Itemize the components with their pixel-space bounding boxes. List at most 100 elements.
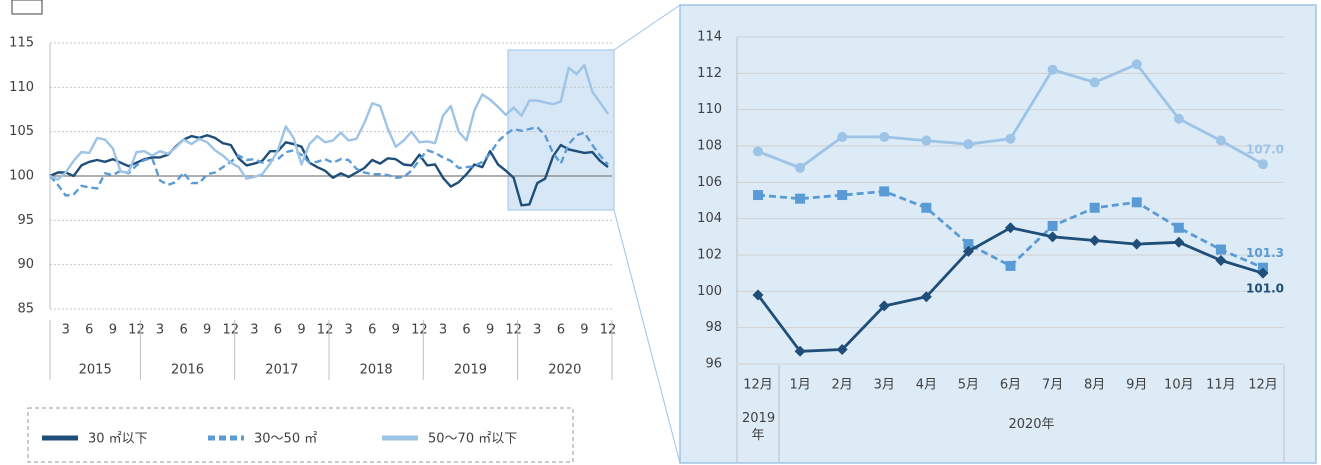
x-tick-label: 9 bbox=[109, 323, 117, 338]
x-tick-label: 6 bbox=[557, 323, 565, 338]
x-tick-label: 6 bbox=[179, 323, 187, 338]
x-tick-label: 12 bbox=[128, 323, 145, 338]
x-tick-label: 6 bbox=[85, 323, 93, 338]
marker bbox=[1089, 202, 1100, 213]
x-tick-label: 6 bbox=[368, 323, 376, 338]
marker bbox=[921, 135, 932, 146]
y-tick-label: 112 bbox=[697, 66, 722, 81]
group-label: 2016 bbox=[171, 363, 204, 378]
series-line bbox=[49, 126, 609, 197]
y-tick-label: 114 bbox=[697, 30, 722, 45]
y-tick-label: 96 bbox=[705, 357, 722, 372]
marker bbox=[753, 190, 763, 201]
x-tick-label: 12 bbox=[505, 323, 522, 338]
x-tick-label: 3 bbox=[345, 323, 353, 338]
group-label: 2020 bbox=[548, 363, 581, 378]
y-tick-label: 110 bbox=[697, 102, 722, 117]
marker bbox=[1173, 222, 1184, 233]
x-tick-label: 3 bbox=[533, 323, 541, 338]
y-tick-label: 115 bbox=[9, 36, 34, 51]
marker bbox=[837, 190, 848, 201]
x-tick-label: 1月 bbox=[789, 378, 810, 393]
marker bbox=[1173, 113, 1184, 124]
x-tick-label: 10月 bbox=[1164, 378, 1194, 393]
x-tick-label: 7月 bbox=[1042, 378, 1063, 393]
x-tick-label: 8月 bbox=[1084, 378, 1105, 393]
x-tick-label: 9 bbox=[486, 323, 494, 338]
x-tick-label: 6月 bbox=[1000, 378, 1021, 393]
y-tick-label: 95 bbox=[17, 213, 34, 228]
marker bbox=[1005, 222, 1016, 234]
marker bbox=[1047, 220, 1058, 231]
x-tick-label: 3 bbox=[439, 323, 447, 338]
marker bbox=[1089, 77, 1100, 88]
x-tick-label: 12 bbox=[317, 323, 334, 338]
x-tick-label: 12 bbox=[411, 323, 428, 338]
x-tick-label: 9 bbox=[580, 323, 588, 338]
marker bbox=[752, 289, 764, 301]
y-tick-label: 108 bbox=[697, 139, 722, 154]
marker bbox=[1005, 260, 1016, 271]
x-tick-label: 12 bbox=[600, 323, 617, 338]
y-tick-label: 85 bbox=[17, 302, 34, 317]
marker bbox=[836, 343, 848, 355]
marker bbox=[878, 300, 890, 312]
y-tick-label: 110 bbox=[9, 80, 34, 95]
marker bbox=[879, 131, 890, 142]
series-line bbox=[49, 64, 609, 181]
y-tick-label: 90 bbox=[17, 257, 34, 272]
marker bbox=[1131, 238, 1143, 250]
group-label: 2018 bbox=[360, 363, 393, 378]
zoom-connector bbox=[613, 4, 681, 51]
group-label: 2019年 bbox=[742, 411, 776, 443]
group-label: 2019 bbox=[454, 363, 487, 378]
marker bbox=[1173, 236, 1185, 248]
y-tick-label: 98 bbox=[705, 320, 722, 335]
zoom-connector bbox=[613, 209, 681, 464]
legend-label: 30 ㎡以下 bbox=[88, 432, 148, 447]
y-tick-label: 100 bbox=[697, 284, 722, 299]
data-label: 107.0 bbox=[1246, 143, 1284, 157]
x-tick-label: 12 bbox=[222, 323, 239, 338]
x-tick-label: 6 bbox=[462, 323, 470, 338]
marker bbox=[1215, 135, 1226, 146]
x-tick-label: 3 bbox=[250, 323, 258, 338]
y-tick-label: 106 bbox=[697, 175, 722, 190]
legend-box bbox=[27, 407, 574, 463]
x-tick-label: 3 bbox=[62, 323, 70, 338]
x-tick-label: 9 bbox=[392, 323, 400, 338]
marker bbox=[837, 131, 848, 142]
marker bbox=[920, 291, 932, 303]
x-tick-label: 3月 bbox=[874, 378, 895, 393]
data-label: 101.0 bbox=[1246, 282, 1284, 296]
marker bbox=[794, 345, 806, 357]
marker bbox=[795, 193, 806, 204]
y-tick-label: 100 bbox=[9, 169, 34, 184]
x-tick-label: 12月 bbox=[1248, 378, 1278, 393]
marker bbox=[963, 139, 974, 150]
marker bbox=[879, 186, 890, 197]
x-tick-label: 5月 bbox=[958, 378, 979, 393]
marker bbox=[1089, 234, 1101, 246]
marker bbox=[1215, 254, 1227, 266]
marker bbox=[1005, 133, 1016, 144]
marker bbox=[795, 162, 806, 173]
marker bbox=[1215, 244, 1226, 255]
legend-label: 30～50 ㎡ bbox=[254, 432, 317, 447]
marker bbox=[1257, 267, 1269, 279]
label-box bbox=[11, 0, 43, 15]
x-tick-label: 9 bbox=[297, 323, 305, 338]
data-label: 101.3 bbox=[1246, 246, 1284, 260]
x-tick-label: 2月 bbox=[832, 378, 853, 393]
marker bbox=[753, 146, 763, 157]
x-tick-label: 9月 bbox=[1126, 378, 1147, 393]
x-tick-label: 11月 bbox=[1206, 378, 1236, 393]
marker bbox=[1131, 197, 1142, 208]
marker bbox=[1047, 64, 1058, 75]
marker bbox=[963, 239, 974, 250]
zoom-highlight bbox=[507, 49, 615, 211]
x-tick-label: 9 bbox=[203, 323, 211, 338]
group-label: 2017 bbox=[265, 363, 298, 378]
